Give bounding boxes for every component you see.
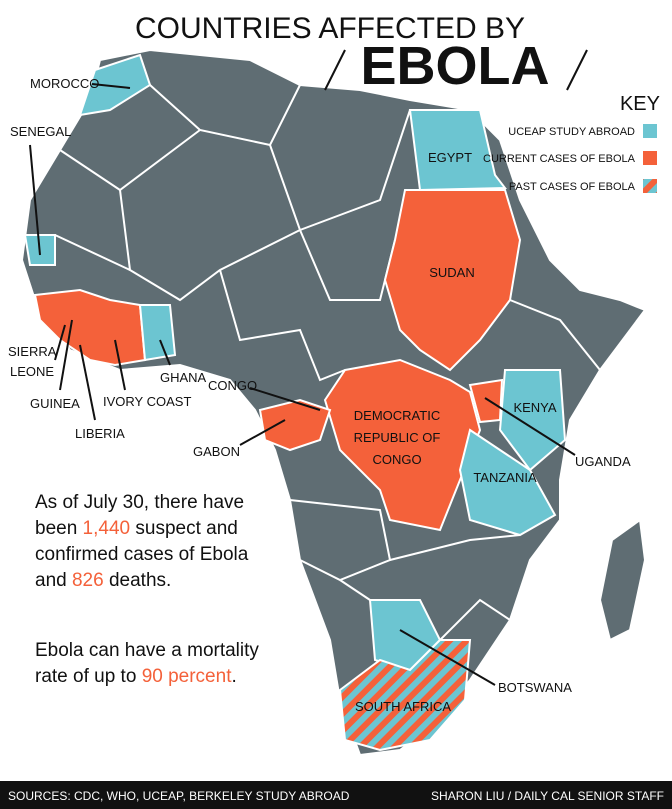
shape xyxy=(389,534,521,561)
shape xyxy=(54,234,131,271)
leader-line xyxy=(59,319,73,391)
leader-line xyxy=(324,49,346,91)
label: SUDAN xyxy=(429,265,475,280)
key-label: CURRENT CASES OF EBOLA xyxy=(483,153,636,165)
label: CONGO xyxy=(208,378,257,393)
label: DEMOCRATIC REPUBLIC OF CONGO xyxy=(354,408,441,467)
shape xyxy=(149,84,301,147)
label: GHANA xyxy=(160,370,207,385)
leader-line xyxy=(484,397,576,456)
shape xyxy=(219,269,346,382)
morocco xyxy=(78,53,152,117)
title: COUNTRIES AFFECTED BY xyxy=(135,12,525,45)
credit: SHARON LIU / DAILY CAL SENIOR STAFF xyxy=(431,789,664,803)
stat-text: As of July 30, there have been 1,440 sus… xyxy=(35,490,275,594)
shape xyxy=(598,518,647,642)
label: SIERRA LEONE xyxy=(8,344,57,379)
key-swatch xyxy=(643,179,657,193)
key: KEY UCEAP STUDY ABROAD CURRENT CASES OF … xyxy=(483,93,660,193)
label: TANZANIA xyxy=(473,470,537,485)
shape: suspect and confirmed cases of Ebola and xyxy=(35,518,249,591)
label: GUINEA xyxy=(30,396,80,411)
shape xyxy=(509,299,601,371)
sources: SOURCES: CDC, WHO, UCEAP, BERKELEY STUDY… xyxy=(8,789,350,803)
leader-line xyxy=(566,49,588,91)
label: SOUTH AFRICA xyxy=(355,699,451,714)
uganda xyxy=(468,378,504,424)
west-africa xyxy=(33,288,147,367)
shape: 1,440 xyxy=(82,518,131,539)
shape: 90 percent xyxy=(141,666,232,687)
key-label: UCEAP STUDY ABROAD xyxy=(508,126,635,138)
leader-line xyxy=(79,344,96,421)
drc xyxy=(323,358,482,532)
shape: As of July 30, there have been xyxy=(35,492,245,539)
shape xyxy=(339,579,371,601)
leader-lines xyxy=(29,83,576,686)
congo-gabon xyxy=(258,398,332,452)
label: LIBERIA xyxy=(75,426,125,441)
leader-line xyxy=(114,339,126,391)
shape: Ebola can have a mortality rate of up to xyxy=(35,640,259,687)
shape xyxy=(119,189,301,302)
leader-line xyxy=(29,144,41,256)
egypt xyxy=(408,109,507,192)
shape: . xyxy=(231,666,237,687)
title-main: EBOLA xyxy=(361,36,550,96)
stat-text: Ebola can have a mortality rate of up to… xyxy=(35,638,275,690)
shape: 826 xyxy=(71,570,104,591)
shape xyxy=(439,598,511,641)
leader-line xyxy=(399,629,496,686)
label: KENYA xyxy=(513,400,556,415)
label: MOROCCO xyxy=(30,76,99,91)
shape: deaths. xyxy=(103,570,172,591)
ghana xyxy=(138,304,177,362)
leader-line xyxy=(54,324,66,361)
sudan xyxy=(383,189,522,372)
label: SENEGAL xyxy=(10,124,71,139)
shape xyxy=(269,109,411,232)
key-swatch xyxy=(643,124,657,138)
tanzania xyxy=(458,428,557,537)
countries xyxy=(23,53,567,752)
footer: SOURCES: CDC, WHO, UCEAP, BERKELEY STUDY… xyxy=(0,781,672,809)
key-swatch xyxy=(643,151,657,165)
leader-line xyxy=(91,83,131,89)
leader-line xyxy=(239,419,286,446)
label: GABON xyxy=(193,444,240,459)
label: IVORY COAST xyxy=(103,394,191,409)
label: EGYPT xyxy=(428,150,472,165)
label: BOTSWANA xyxy=(498,680,572,695)
leader-line xyxy=(159,339,171,366)
leader-line xyxy=(249,387,321,411)
key-heading: KEY xyxy=(620,93,660,115)
key-label: PAST CASES OF EBOLA xyxy=(509,181,636,193)
label: UGANDA xyxy=(575,454,631,469)
country-labels: MOROCCO SENEGAL SIERRA LEONE GUINEA LIBER… xyxy=(8,76,631,714)
